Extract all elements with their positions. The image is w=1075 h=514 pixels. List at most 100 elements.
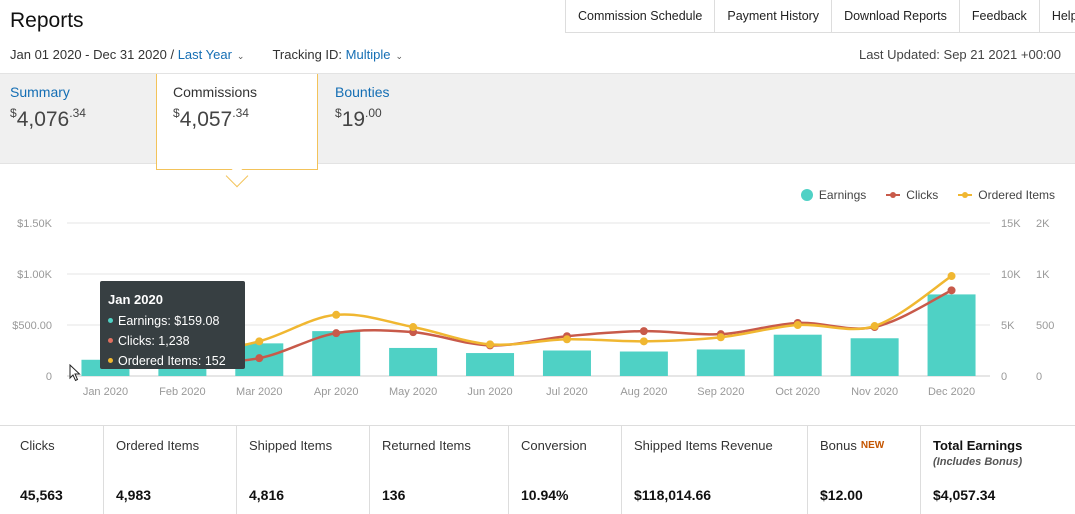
point-clicks xyxy=(947,286,956,295)
x-tick-label: Mar 2020 xyxy=(236,386,282,398)
nav-feedback[interactable]: Feedback xyxy=(958,0,1039,32)
bar-earnings xyxy=(773,334,822,376)
legend-clicks[interactable]: Clicks xyxy=(886,188,938,202)
tooltip-title: Jan 2020 xyxy=(108,292,163,307)
x-tick-label: Aug 2020 xyxy=(620,386,667,398)
filter-bar: Jan 01 2020 - Dec 31 2020 / Last Year ⌄ T… xyxy=(10,47,403,62)
top-nav: Commission Schedule Payment History Down… xyxy=(565,0,1075,33)
point-ordered-items xyxy=(562,335,571,344)
y-right-1-tick-label: 5K xyxy=(1001,320,1015,332)
x-tick-label: Jul 2020 xyxy=(546,386,588,398)
point-clicks xyxy=(255,354,264,363)
legend-earnings-swatch xyxy=(800,189,813,201)
stat-total-sub: (Includes Bonus) xyxy=(933,456,1023,468)
point-ordered-items xyxy=(870,322,879,331)
bar-earnings xyxy=(927,294,976,376)
page-title: Reports xyxy=(10,9,84,32)
legend-ordered-label: Ordered Items xyxy=(978,188,1055,202)
stat-total-label: Total Earnings xyxy=(933,438,1023,453)
stat-total-value: $4,057.34 xyxy=(933,487,996,503)
legend-ordered-swatch xyxy=(958,192,973,198)
y-right-2-tick-label: 1K xyxy=(1036,269,1050,281)
y-left-tick-label: $500.00 xyxy=(12,320,52,332)
tooltip-clicks: Clicks: 1,238 xyxy=(108,331,237,351)
legend-clicks-swatch xyxy=(886,192,901,198)
legend-ordered-items[interactable]: Ordered Items xyxy=(958,188,1055,202)
nav-commission-schedule[interactable]: Commission Schedule xyxy=(578,9,703,23)
point-clicks xyxy=(332,329,341,338)
point-ordered-items xyxy=(409,323,418,332)
nav-help[interactable]: Help xyxy=(1038,0,1075,32)
y-left-tick-label: $1.00K xyxy=(17,269,53,281)
stat-clicks-value: 45,563 xyxy=(20,487,63,503)
y-left-tick-label: $1.50K xyxy=(17,218,53,230)
chevron-down-icon: ⌄ xyxy=(395,51,404,61)
header: Reports Commission Schedule Payment Hist… xyxy=(0,0,1075,36)
period-dropdown[interactable]: Last Year ⌄ xyxy=(178,47,245,62)
stat-ordered-items: Ordered Items 4,983 xyxy=(103,426,236,514)
tracking-id-value: Multiple xyxy=(345,47,391,62)
stat-returned-value: 136 xyxy=(382,487,406,503)
tab-bounties-label: Bounties xyxy=(335,84,390,100)
tooltip-ordered: Ordered Items: 152 xyxy=(108,351,237,371)
point-ordered-items xyxy=(947,272,956,281)
tab-bounties[interactable]: Bounties $19.00 xyxy=(325,74,475,165)
bar-earnings xyxy=(850,338,899,376)
stats-row: Clicks 45,563 Ordered Items 4,983 Shippe… xyxy=(0,425,1075,514)
x-tick-label: Feb 2020 xyxy=(159,386,205,398)
stat-shipped-items: Shipped Items 4,816 xyxy=(236,426,369,514)
stat-total-earnings: Total Earnings (Includes Bonus) $4,057.3… xyxy=(920,426,1075,514)
new-badge: NEW xyxy=(860,440,885,451)
y-right-2-tick-label: 0 xyxy=(1036,371,1042,383)
nav-payment-history[interactable]: Payment History xyxy=(714,0,831,32)
tooltip-earnings: Earnings: $159.08 xyxy=(108,311,237,331)
y-right-1-tick-label: 15K xyxy=(1001,218,1021,230)
tab-summary-label: Summary xyxy=(10,84,70,100)
stat-ordered-label: Ordered Items xyxy=(116,438,200,453)
point-ordered-items xyxy=(332,310,341,319)
x-tick-label: Apr 2020 xyxy=(314,386,359,398)
stat-conversion-label: Conversion xyxy=(521,438,587,453)
x-tick-label: Jan 2020 xyxy=(83,386,128,398)
tab-commissions[interactable]: Commissions $4,057.34 xyxy=(156,74,318,170)
period-label: Last Year xyxy=(177,47,232,62)
x-tick-label: Oct 2020 xyxy=(775,386,820,398)
nav-download-reports[interactable]: Download Reports xyxy=(831,0,959,32)
chart-legend: Earnings Clicks Ordered Items xyxy=(781,188,1055,202)
tab-summary-amount: $4,076.34 xyxy=(10,106,86,131)
legend-earnings-label: Earnings xyxy=(818,188,867,202)
y-right-2-tick-label: 500 xyxy=(1036,320,1054,332)
series-line-ordered-items xyxy=(105,274,953,362)
stat-shipped-revenue: Shipped Items Revenue $118,014.66 xyxy=(621,426,807,514)
x-tick-label: Nov 2020 xyxy=(851,386,898,398)
tab-commissions-label: Commissions xyxy=(173,84,258,100)
tab-summary[interactable]: Summary $4,076.34 xyxy=(0,74,156,165)
y-right-1-tick-label: 10K xyxy=(1001,269,1021,281)
legend-earnings[interactable]: Earnings xyxy=(800,188,867,202)
stat-conversion-value: 10.94% xyxy=(521,487,569,503)
date-range: Jan 01 2020 - Dec 31 2020 / xyxy=(10,47,175,62)
bar-earnings xyxy=(466,353,515,376)
stat-conversion: Conversion 10.94% xyxy=(508,426,621,514)
bar-earnings xyxy=(542,350,591,376)
stat-bonus-label: Bonus NEW xyxy=(820,438,885,453)
x-tick-label: Sep 2020 xyxy=(697,386,744,398)
earnings-chart: 0 0 0 $500.00 5K 500 $1.00K 10K 1K $1.50K 15K 2K Jan… xyxy=(12,218,1054,398)
point-ordered-items xyxy=(793,321,802,329)
x-tick-label: Dec 2020 xyxy=(928,386,975,398)
stat-shipped-value: 4,816 xyxy=(249,487,285,503)
tracking-id-label: Tracking ID: xyxy=(272,47,343,62)
stat-clicks-label: Clicks xyxy=(20,438,55,453)
legend-clicks-label: Clicks xyxy=(906,188,939,202)
bar-earnings xyxy=(389,347,438,376)
point-ordered-items xyxy=(486,340,495,349)
chevron-down-icon: ⌄ xyxy=(236,51,245,61)
stat-revenue-value: $118,014.66 xyxy=(634,487,712,503)
stat-bonus: Bonus NEW $12.00 xyxy=(807,426,920,514)
point-clicks xyxy=(639,327,648,336)
tracking-id-dropdown[interactable]: Multiple ⌄ xyxy=(346,47,403,62)
y-left-tick-label: 0 xyxy=(46,371,52,383)
last-updated: Last Updated: Sep 21 2021 +00:00 xyxy=(858,47,1061,62)
y-right-2-tick-label: 2K xyxy=(1036,218,1050,230)
bar-earnings xyxy=(619,351,668,376)
